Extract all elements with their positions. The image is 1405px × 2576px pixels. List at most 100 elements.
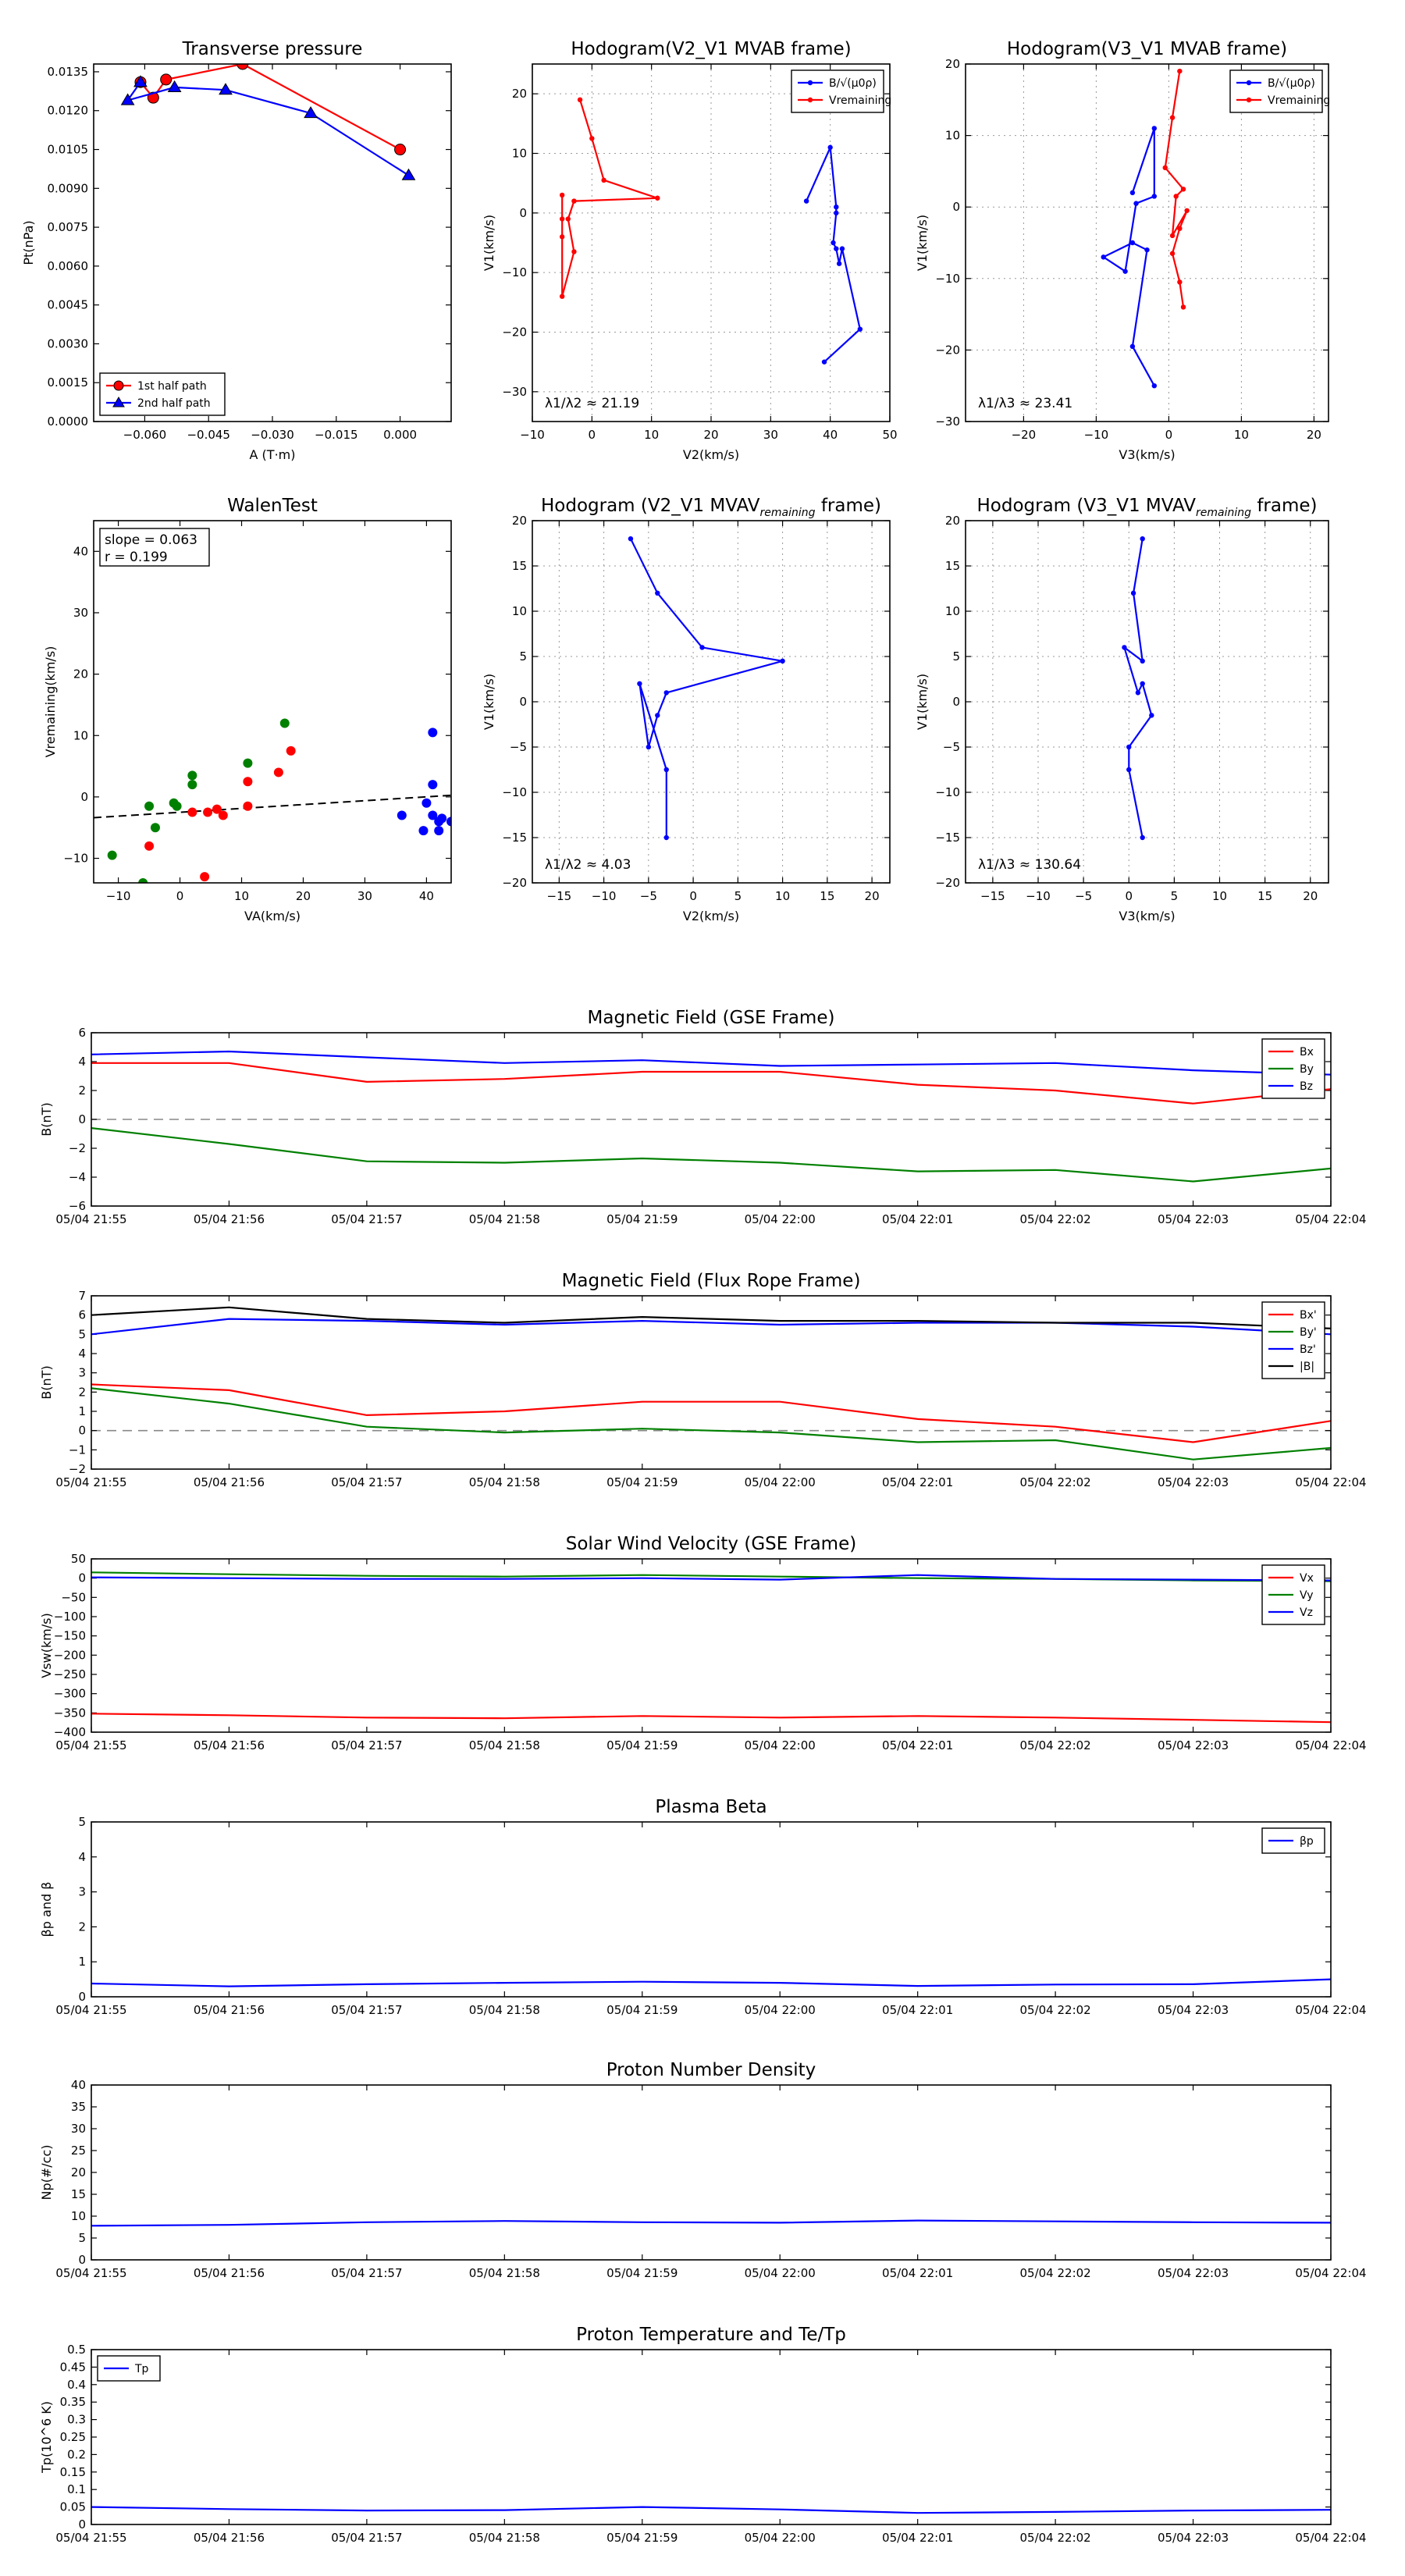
plasma-beta-ylabel: βp and β [39, 1882, 54, 1937]
hodogram-v3-v1-mvab-xlabel: V3(km/s) [1119, 447, 1175, 462]
hodogram-v3-v1-mvav-series-0-point-5 [1140, 681, 1145, 686]
hodogram-v3-v1-mvab-chart: Hodogram(V3_V1 MVAB frame) −20 −10 0 10 20 −30… [915, 39, 1330, 462]
magnetic-field-flux-rope-ytick-label-9: 7 [78, 1289, 86, 1303]
proton-temperature-xtick-label-4: 05/04 21:59 [606, 2531, 678, 2545]
hodogram-v3-v1-mvav-ytick-label-8: 20 [945, 514, 960, 528]
hodogram-v3-v1-mvav-xtick-label-4: 5 [1171, 889, 1179, 903]
hodogram-v2-v1-mvav-xtick-label-5: 10 [775, 889, 790, 903]
solar-wind-velocity-ytick-label-5: −150 [54, 1629, 86, 1643]
hodogram-v3-v1-mvav-title-text: Hodogram (V3_V1 MVAV [976, 496, 1196, 516]
hodogram-v2-v1-mvav-xtick-label-7: 20 [865, 889, 880, 903]
plasma-beta-title: Plasma Beta [655, 1797, 767, 1817]
proton-number-density-ytick-label-7: 35 [71, 2100, 86, 2114]
plasma-beta-ytick-label-3: 3 [78, 1885, 86, 1899]
hodogram-v3-v1-mvav-series-0-point-8 [1126, 767, 1132, 773]
hodogram-v2-v1-mvav-xtick-label-6: 15 [820, 889, 834, 903]
magnetic-field-gse-title-text: Magnetic Field (GSE Frame) [588, 1008, 835, 1028]
hodogram-v2-v1-mvab-xlabel: V2(km/s) [683, 447, 739, 462]
plasma-beta-xtick-label-2: 05/04 21:57 [331, 2003, 402, 2017]
transverse-pressure-xtick-label-2: −0.030 [251, 428, 294, 442]
hodogram-v2-v1-mvab-xtick-label-6: 50 [882, 428, 897, 442]
walen-test-series-0-point-5 [187, 780, 197, 790]
proton-number-density-ytick-label-1: 5 [78, 2231, 86, 2245]
hodogram-v2-v1-mvav-ytick-label-8: 20 [512, 514, 527, 528]
proton-number-density-xtick-label-6: 05/04 22:01 [882, 2266, 953, 2280]
hodogram-v2-v1-mvav-data [628, 536, 785, 841]
plasma-beta-ytick-label-2: 2 [78, 1920, 86, 1934]
hodogram-v2-v1-mvab-xtick-label-0: −10 [520, 428, 545, 442]
proton-temperature-xtick-label-9: 05/04 22:04 [1295, 2531, 1366, 2545]
hodogram-v3-v1-mvab-xtick-label-1: −10 [1084, 428, 1109, 442]
hodogram-v3-v1-mvab-ytick-label-4: 10 [945, 129, 960, 143]
hodogram-v2-v1-mvav-series-0-point-8 [663, 767, 669, 773]
solar-wind-velocity-ytick-label-3: −250 [54, 1667, 86, 1681]
plasma-beta-xtick-label-3: 05/04 21:58 [469, 2003, 540, 2017]
solar-wind-velocity-series-0-line [91, 1713, 1331, 1724]
hodogram-v3-v1-mvav-series-0-point-4 [1135, 690, 1141, 696]
walen-test-title: WalenTest [227, 496, 318, 516]
transverse-pressure-legend-label-0: 1st half path [137, 380, 207, 393]
magnetic-field-flux-rope-legend: Bx' By' Bz' |B| [1261, 1301, 1325, 1379]
hodogram-v2-v1-mvav-series-0-line [630, 538, 783, 838]
walen-test-series-2-point-0 [397, 810, 407, 820]
walen-test-xtick-label-0: −10 [106, 889, 131, 903]
hodogram-v2-v1-mvab-series-0-point-8 [857, 326, 863, 332]
walen-test-annotation-box [99, 528, 210, 567]
walen-test-series-2-point-3 [428, 810, 438, 820]
transverse-pressure-series-1-point-5 [401, 168, 416, 180]
hodogram-v3-v1-mvab-series-0-point-2 [1151, 194, 1158, 199]
walen-test-series-1-point-9 [243, 801, 253, 811]
hodogram-v3-v1-mvab-ytick-label-3: 0 [952, 200, 960, 214]
hodogram-v3-v1-mvab-ytick-label-0: −30 [935, 415, 960, 429]
walen-test-series-2-point-6 [434, 826, 444, 836]
transverse-pressure-series-0-point-0 [394, 144, 407, 156]
hodogram-v2-v1-mvav-title-text: Hodogram (V2_V1 MVAV [541, 496, 760, 516]
plasma-beta-xtick-label-0: 05/04 21:55 [55, 2003, 126, 2017]
transverse-pressure-ytick-label-8: 0.0120 [48, 104, 89, 118]
magnetic-field-flux-rope-xtick-label-1: 05/04 21:56 [194, 1475, 265, 1489]
hodogram-v3-v1-mvav-ytick-label-0: −20 [935, 876, 960, 890]
hodogram-v3-v1-mvav-title-suffix: frame) [1251, 496, 1318, 516]
transverse-pressure-series-0-point-2 [160, 73, 173, 86]
hodogram-v2-v1-mvav-title: Hodogram (V2_V1 MVAVremaining frame) [541, 496, 881, 519]
hodogram-v3-v1-mvav-ytick-label-3: −5 [943, 740, 960, 754]
hodogram-v2-v1-mvav-xtick-label-4: 5 [735, 889, 742, 903]
plasma-beta-title-text: Plasma Beta [655, 1797, 767, 1817]
hodogram-v3-v1-mvab-series-1-point-5 [1169, 233, 1176, 239]
transverse-pressure-series-0-point-3 [147, 91, 159, 104]
hodogram-v3-v1-mvab-xtick-label-3: 10 [1234, 428, 1249, 442]
hodogram-v2-v1-mvav-series-0-point-2 [699, 645, 705, 650]
hodogram-v3-v1-mvab-series-0-point-7 [1144, 247, 1150, 253]
magnetic-field-gse-legend-label-2: Bz [1300, 1080, 1313, 1093]
hodogram-v2-v1-mvav-xtick-label-1: −10 [592, 889, 617, 903]
hodogram-v3-v1-mvav-ylabel: V1(km/s) [915, 674, 930, 730]
magnetic-field-flux-rope-ytick-label-4: 2 [78, 1385, 86, 1399]
proton-temperature-xtick-label-5: 05/04 22:00 [745, 2531, 816, 2545]
proton-number-density-ylabel: Np(#/cc) [39, 2145, 54, 2201]
proton-temperature-data [91, 2506, 1331, 2514]
proton-temperature-ytick-label-10: 0.5 [67, 2343, 86, 2357]
solar-wind-velocity-ytick-label-9: 50 [71, 1552, 86, 1566]
solar-wind-velocity-ylabel: Vsw(km/s) [39, 1613, 54, 1678]
walen-test-ytick-label-5: 40 [73, 544, 88, 558]
hodogram-v2-v1-mvav-chart: Hodogram (V2_V1 MVAVremaining frame) −15 −… [482, 496, 891, 923]
solar-wind-velocity-legend-label-0: Vx [1300, 1572, 1314, 1585]
solar-wind-velocity-title: Solar Wind Velocity (GSE Frame) [566, 1534, 856, 1554]
hodogram-v2-v1-mvav-ytick-label-1: −15 [502, 831, 527, 845]
hodogram-v2-v1-mvab-series-1-point-8 [559, 234, 565, 240]
magnetic-field-flux-rope-data [91, 1306, 1331, 1461]
hodogram-v2-v1-mvav-ytick-label-0: −20 [502, 876, 527, 890]
hodogram-v3-v1-mvav-xtick-label-1: −10 [1026, 889, 1051, 903]
proton-temperature-series-0-line [91, 2506, 1331, 2514]
proton-temperature-frame [91, 2349, 1332, 2525]
proton-temperature-xtick-label-8: 05/04 22:03 [1158, 2531, 1229, 2545]
hodogram-v2-v1-mvav-ytick-label-4: 0 [519, 695, 527, 709]
proton-temperature-ytick-label-9: 0.45 [60, 2360, 86, 2374]
proton-number-density-series-0-line [91, 2219, 1331, 2227]
plasma-beta-legend-label-0: βp [1300, 1835, 1314, 1848]
hodogram-v3-v1-mvab-xtick-label-2: 0 [1165, 428, 1173, 442]
plasma-beta-ytick-label-1: 1 [78, 1955, 86, 1969]
hodogram-v2-v1-mvab-ytick-label-4: 10 [512, 147, 527, 161]
transverse-pressure-frame [93, 63, 452, 422]
magnetic-field-flux-rope-title: Magnetic Field (Flux Rope Frame) [562, 1271, 861, 1291]
